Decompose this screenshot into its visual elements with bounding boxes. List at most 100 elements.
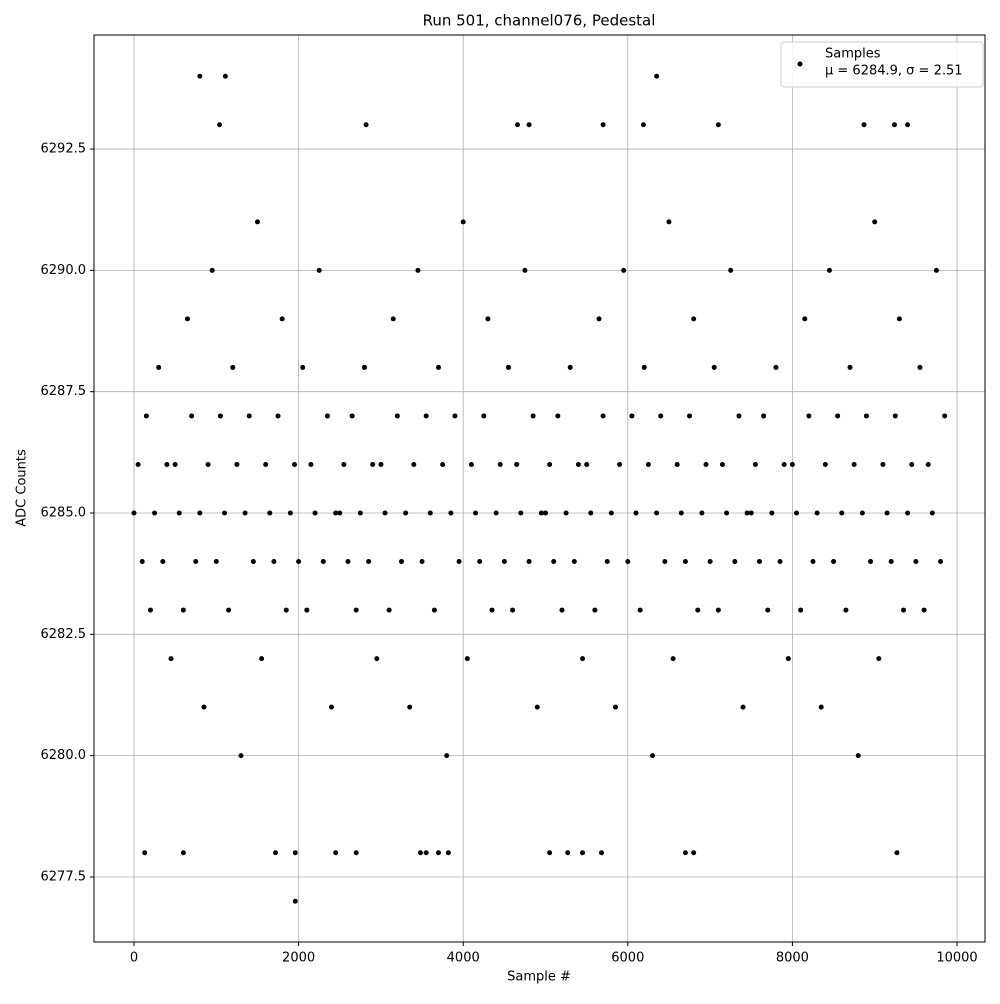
point (501, 559, 507, 565)
point (468, 461, 474, 467)
point (213, 559, 219, 565)
point (431, 607, 437, 613)
x-tick-label: 6000 (611, 951, 644, 966)
point (217, 122, 223, 128)
point (279, 316, 285, 322)
point (942, 413, 948, 419)
point (417, 850, 423, 856)
point (353, 850, 359, 856)
point (180, 850, 186, 856)
point (197, 73, 203, 79)
point (888, 559, 894, 565)
point (855, 753, 861, 759)
point (612, 704, 618, 710)
point (905, 510, 911, 516)
point (818, 704, 824, 710)
point (444, 753, 450, 759)
point (534, 704, 540, 710)
point (876, 656, 882, 662)
point (337, 510, 343, 516)
point (894, 850, 900, 856)
point (567, 364, 573, 370)
point (608, 510, 614, 516)
point (682, 850, 688, 856)
point (456, 559, 462, 565)
legend-box (780, 41, 984, 88)
point (682, 559, 688, 565)
legend-label: Samples (825, 47, 881, 62)
point (398, 559, 404, 565)
point (744, 510, 750, 516)
point (571, 559, 577, 565)
point (485, 316, 491, 322)
x-tick-label: 2000 (282, 951, 315, 966)
point (748, 510, 754, 516)
point (640, 122, 646, 128)
point (477, 559, 483, 565)
x-axis-label: Sample # (507, 970, 571, 985)
point (184, 316, 190, 322)
point (884, 510, 890, 516)
point (695, 607, 701, 613)
point (292, 850, 298, 856)
y-axis-label: ADC Counts (15, 449, 30, 527)
point (654, 510, 660, 516)
point (933, 267, 939, 273)
point (526, 122, 532, 128)
point (197, 510, 203, 516)
point (547, 850, 553, 856)
point (662, 559, 668, 565)
point (382, 510, 388, 516)
point (440, 461, 446, 467)
point (814, 510, 820, 516)
point (859, 510, 865, 516)
point (273, 850, 279, 856)
point (526, 559, 532, 565)
x-tick-label: 10000 (936, 951, 977, 966)
point (703, 461, 709, 467)
point (687, 413, 693, 419)
point (263, 461, 269, 467)
point (142, 850, 148, 856)
point (592, 607, 598, 613)
point (514, 461, 520, 467)
point (596, 316, 602, 322)
point (580, 850, 586, 856)
point (909, 461, 915, 467)
point (565, 850, 571, 856)
point (621, 267, 627, 273)
point (872, 219, 878, 225)
point (423, 850, 429, 856)
point (880, 461, 886, 467)
point (765, 607, 771, 613)
point (168, 656, 174, 662)
point (584, 461, 590, 467)
point (176, 510, 182, 516)
point (205, 461, 211, 467)
point (929, 510, 935, 516)
point (868, 559, 874, 565)
point (522, 267, 528, 273)
point (715, 122, 721, 128)
point (518, 510, 524, 516)
y-tick-label: 6285.0 (41, 506, 87, 521)
point (493, 510, 499, 516)
point (473, 510, 479, 516)
point (863, 413, 869, 419)
point (366, 559, 372, 565)
point (925, 461, 931, 467)
point (917, 364, 923, 370)
point (464, 656, 470, 662)
point (415, 267, 421, 273)
axes-frame (93, 34, 986, 943)
legend-subtitle: μ = 6284.9, σ = 2.51 (825, 64, 963, 79)
point (160, 559, 166, 565)
point (320, 559, 326, 565)
point (691, 316, 697, 322)
y-tick-label: 6290.0 (41, 263, 87, 278)
point (839, 510, 845, 516)
point (139, 559, 145, 565)
point (234, 461, 240, 467)
point (905, 122, 911, 128)
point (633, 510, 639, 516)
